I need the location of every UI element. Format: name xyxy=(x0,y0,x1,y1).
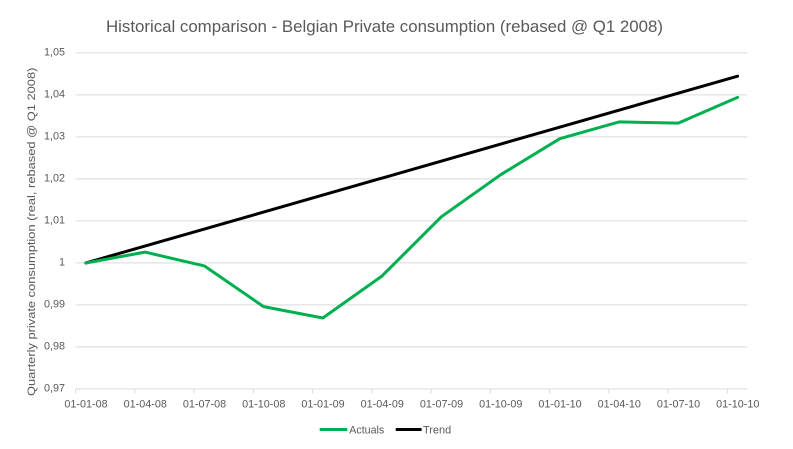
svg-text:Trend: Trend xyxy=(423,424,451,436)
svg-text:01-01-09: 01-01-09 xyxy=(301,398,344,410)
svg-text:01-10-08: 01-10-08 xyxy=(242,398,285,410)
svg-text:Actuals: Actuals xyxy=(349,424,384,436)
svg-text:01-04-10: 01-04-10 xyxy=(598,398,641,410)
svg-text:01-04-08: 01-04-08 xyxy=(124,398,167,410)
svg-text:1,03: 1,03 xyxy=(44,131,65,143)
svg-text:01-07-09: 01-07-09 xyxy=(420,398,463,410)
svg-text:01-01-08: 01-01-08 xyxy=(64,398,107,410)
svg-text:1,04: 1,04 xyxy=(44,89,65,101)
svg-text:1: 1 xyxy=(59,257,65,269)
svg-text:Historical comparison - Belgia: Historical comparison - Belgian Private … xyxy=(106,17,663,36)
svg-text:0,98: 0,98 xyxy=(44,341,65,353)
svg-text:01-07-08: 01-07-08 xyxy=(183,398,226,410)
svg-text:01-01-10: 01-01-10 xyxy=(538,398,581,410)
svg-text:01-10-09: 01-10-09 xyxy=(479,398,522,410)
svg-text:01-10-10: 01-10-10 xyxy=(716,398,759,410)
svg-text:1,02: 1,02 xyxy=(44,173,65,185)
svg-text:0,99: 0,99 xyxy=(44,299,65,311)
svg-text:1,01: 1,01 xyxy=(44,215,65,227)
svg-text:0,97: 0,97 xyxy=(44,383,65,395)
svg-text:01-07-10: 01-07-10 xyxy=(657,398,700,410)
svg-text:Quarterly private consumption: Quarterly private consumption (real, reb… xyxy=(26,68,38,396)
svg-text:01-04-09: 01-04-09 xyxy=(361,398,404,410)
svg-text:1,05: 1,05 xyxy=(44,47,65,59)
